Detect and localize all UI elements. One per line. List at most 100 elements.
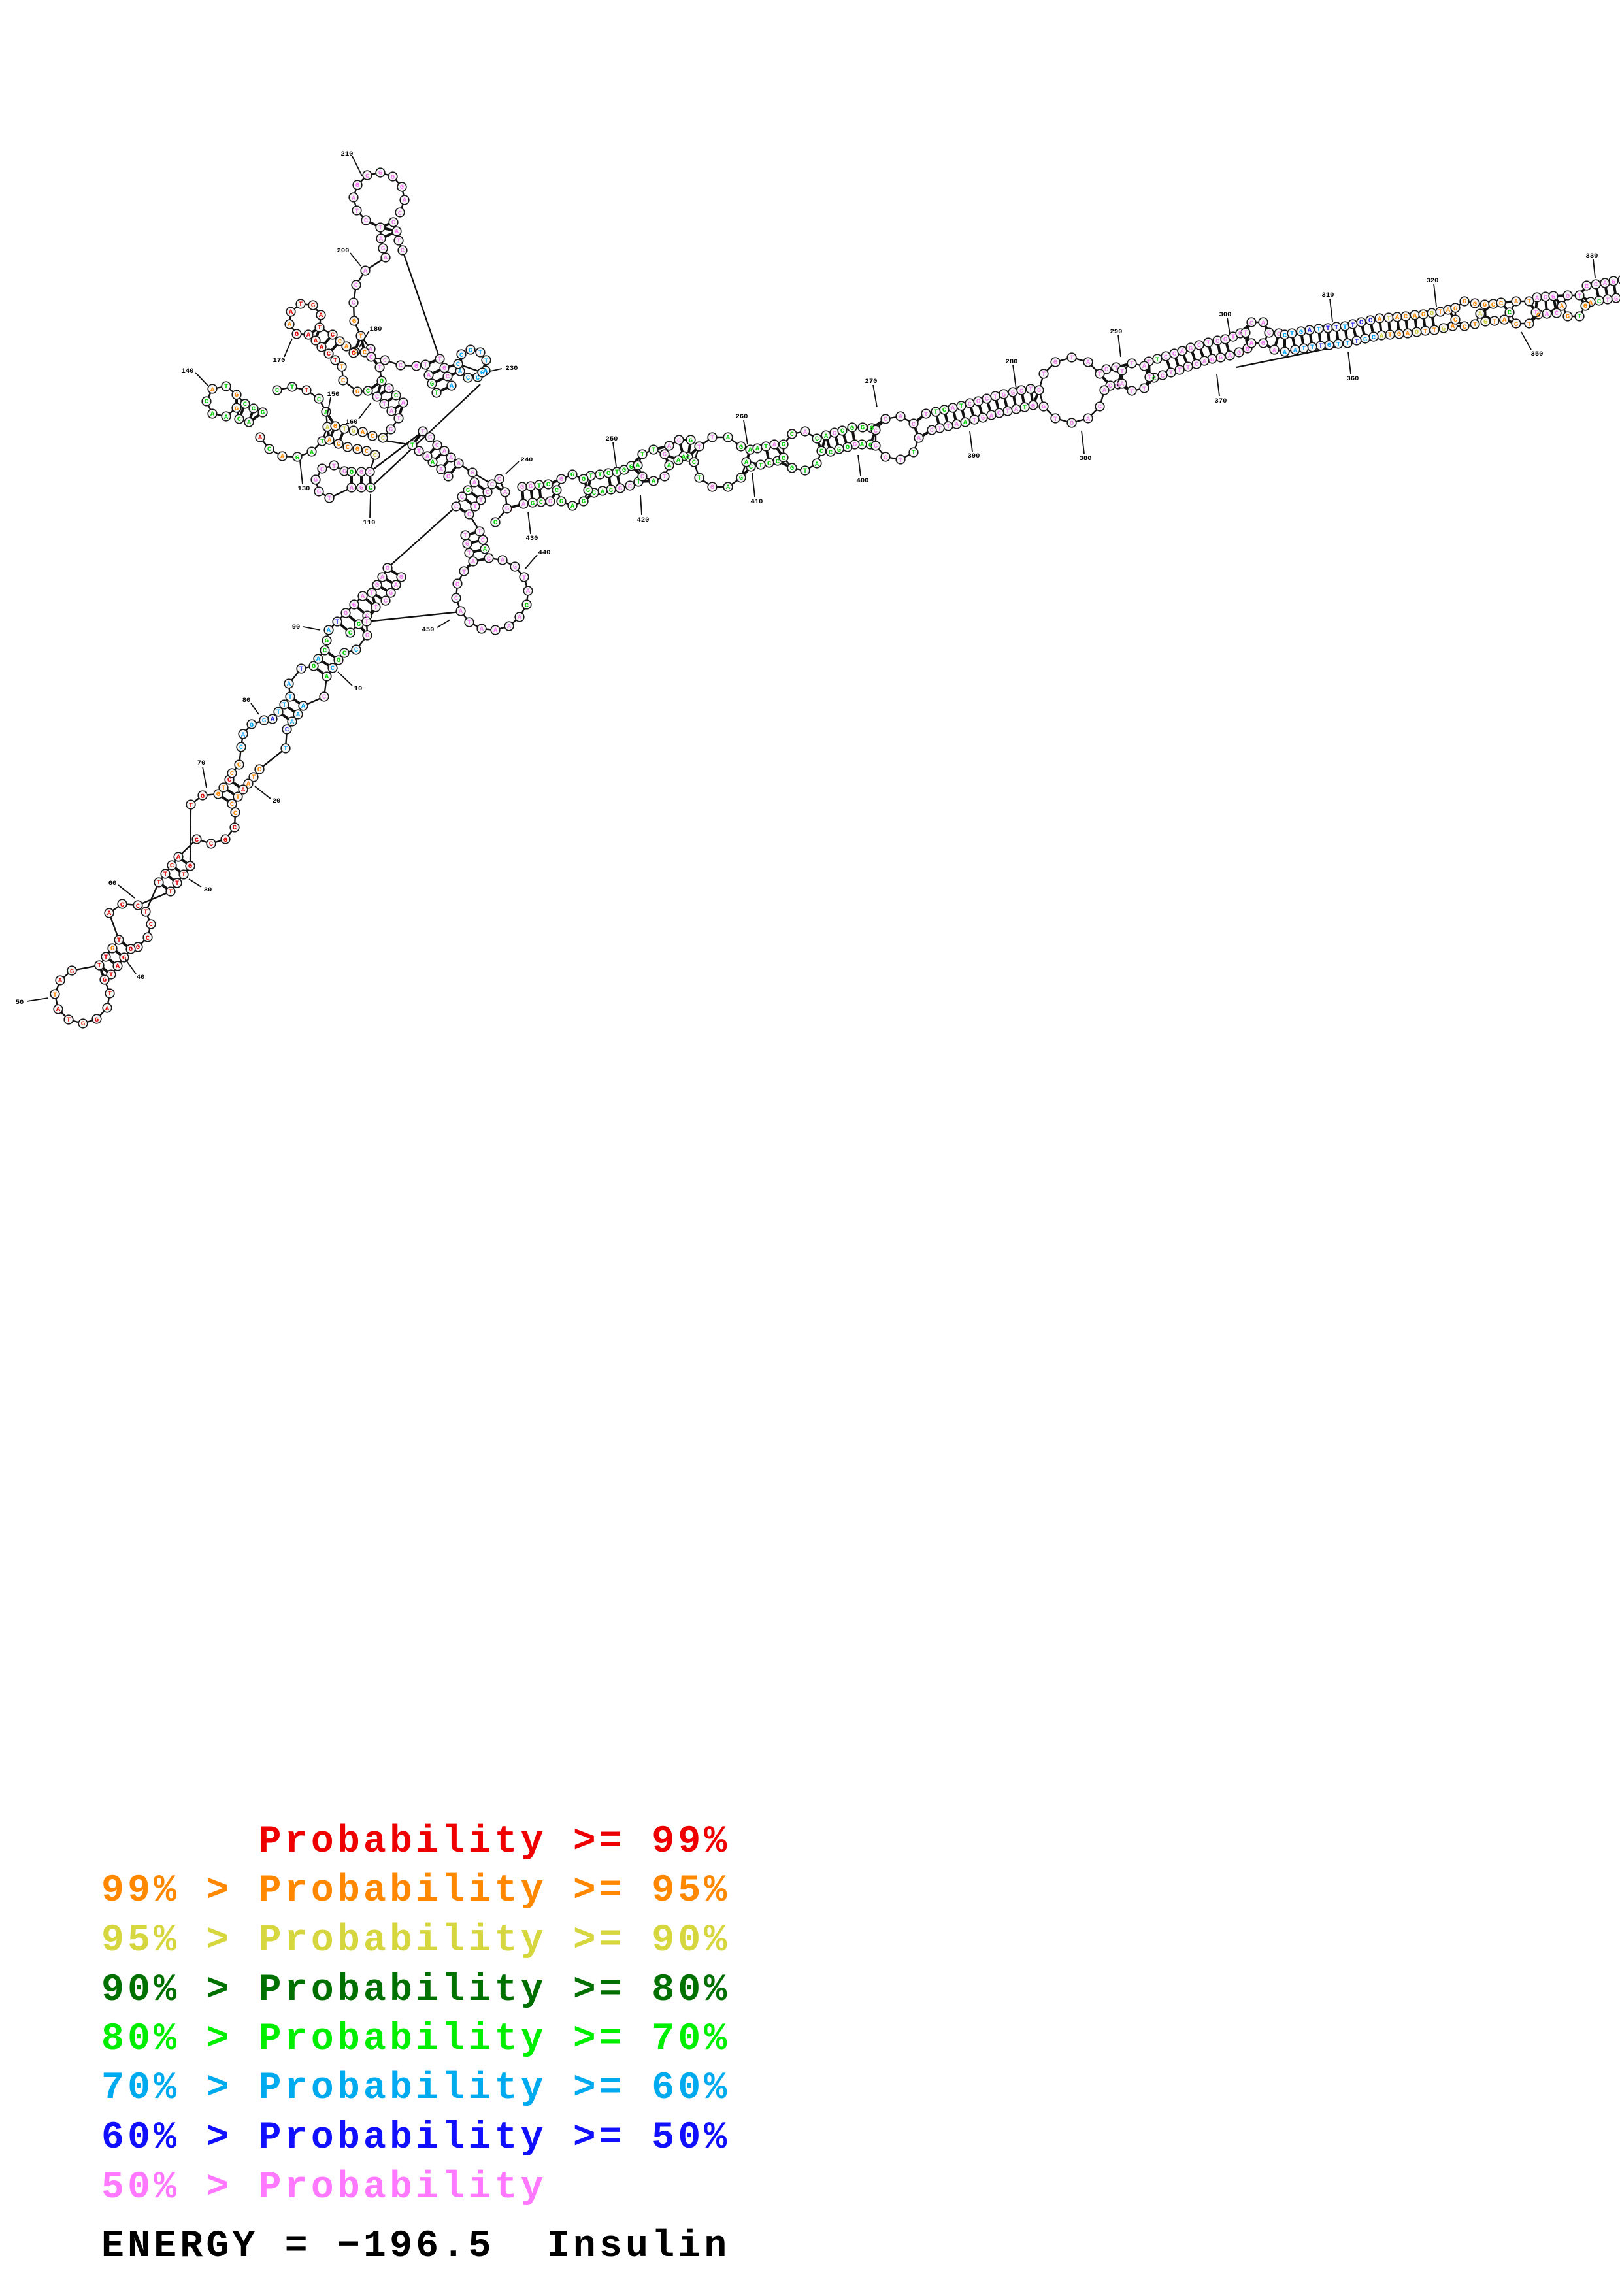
svg-text:T: T xyxy=(163,871,167,878)
svg-text:T: T xyxy=(359,333,363,341)
svg-text:G: G xyxy=(110,945,114,953)
svg-text:G: G xyxy=(1042,403,1046,411)
svg-text:C: C xyxy=(454,503,459,511)
svg-text:50: 50 xyxy=(16,999,24,1007)
svg-text:110: 110 xyxy=(363,519,376,527)
svg-text:280: 280 xyxy=(1006,358,1018,366)
svg-text:T: T xyxy=(397,415,401,423)
svg-text:G: G xyxy=(352,601,356,609)
svg-text:C: C xyxy=(1019,388,1024,395)
svg-text:G: G xyxy=(870,425,874,433)
svg-text:A: A xyxy=(363,267,368,275)
svg-text:C: C xyxy=(487,556,491,563)
svg-text:60% > Probability >= 50%: 60% > Probability >= 50% xyxy=(101,2117,731,2159)
svg-text:T: T xyxy=(1130,360,1134,368)
svg-text:T: T xyxy=(1006,408,1010,416)
svg-text:A: A xyxy=(379,235,384,243)
svg-text:C: C xyxy=(342,650,347,657)
svg-text:G: G xyxy=(188,863,192,871)
svg-text:C: C xyxy=(352,299,356,307)
svg-text:A: A xyxy=(224,414,229,422)
svg-text:T: T xyxy=(378,364,382,372)
svg-text:A: A xyxy=(917,435,921,442)
svg-text:C: C xyxy=(1283,332,1287,340)
svg-text:A: A xyxy=(58,977,63,985)
svg-text:C: C xyxy=(606,470,611,478)
svg-text:G: G xyxy=(480,369,484,377)
svg-text:150: 150 xyxy=(327,391,340,399)
svg-text:T: T xyxy=(1326,325,1330,333)
svg-text:G: G xyxy=(1463,298,1466,306)
svg-text:C: C xyxy=(365,612,370,620)
svg-text:G: G xyxy=(1483,318,1487,326)
svg-text:C: C xyxy=(381,435,386,442)
svg-text:T: T xyxy=(589,473,593,480)
svg-text:T: T xyxy=(157,879,161,887)
svg-text:T: T xyxy=(108,990,112,998)
svg-text:G: G xyxy=(389,590,393,597)
svg-text:C: C xyxy=(942,407,947,414)
svg-text:G: G xyxy=(428,434,432,442)
svg-text:C: C xyxy=(1161,373,1165,380)
svg-text:C: C xyxy=(985,395,989,403)
svg-text:50% > Probability: 50% > Probability xyxy=(101,2167,547,2209)
svg-text:G: G xyxy=(471,469,474,477)
svg-text:G: G xyxy=(1299,329,1303,337)
svg-text:T: T xyxy=(1388,331,1392,339)
svg-text:G: G xyxy=(1031,403,1035,410)
svg-text:C: C xyxy=(348,629,353,637)
svg-text:G: G xyxy=(1246,346,1249,354)
svg-text:A: A xyxy=(1560,303,1564,310)
svg-text:T: T xyxy=(435,390,438,397)
svg-text:270: 270 xyxy=(865,378,878,386)
svg-text:T: T xyxy=(332,463,336,471)
svg-text:T: T xyxy=(522,574,526,582)
svg-text:C: C xyxy=(227,776,232,784)
svg-text:A: A xyxy=(258,434,263,442)
svg-text:T: T xyxy=(370,590,374,597)
svg-text:T: T xyxy=(924,411,928,419)
svg-text:A: A xyxy=(676,457,681,465)
svg-text:C: C xyxy=(884,416,888,424)
svg-text:C: C xyxy=(239,744,244,752)
svg-text:C: C xyxy=(692,459,697,467)
svg-text:C: C xyxy=(331,331,335,339)
svg-text:C: C xyxy=(829,449,833,457)
svg-text:T: T xyxy=(1317,326,1321,334)
svg-text:G: G xyxy=(381,245,385,253)
svg-text:G: G xyxy=(261,409,265,417)
svg-text:C: C xyxy=(170,862,174,870)
svg-text:230: 230 xyxy=(506,365,518,373)
svg-text:T: T xyxy=(1120,368,1124,376)
svg-text:A: A xyxy=(287,680,291,688)
svg-text:C: C xyxy=(120,901,125,909)
svg-text:A: A xyxy=(483,546,488,554)
svg-text:A: A xyxy=(472,479,477,487)
svg-text:C: C xyxy=(209,840,214,848)
svg-text:A: A xyxy=(107,910,112,918)
svg-text:A: A xyxy=(403,197,407,205)
svg-text:C: C xyxy=(466,374,471,382)
svg-text:95% > Probability >= 90%: 95% > Probability >= 90% xyxy=(101,1920,731,1962)
svg-text:C: C xyxy=(476,374,480,382)
svg-text:G: G xyxy=(861,424,865,432)
svg-text:G: G xyxy=(1223,336,1227,344)
svg-text:T: T xyxy=(320,438,324,446)
svg-text:T: T xyxy=(1343,324,1347,331)
svg-text:C: C xyxy=(317,396,322,404)
svg-text:T: T xyxy=(972,417,976,425)
svg-text:G: G xyxy=(223,837,227,844)
svg-text:C: C xyxy=(354,282,359,290)
svg-text:G: G xyxy=(1037,387,1041,395)
svg-text:C: C xyxy=(364,217,369,225)
svg-text:T: T xyxy=(1070,354,1074,362)
svg-text:T: T xyxy=(97,962,101,970)
svg-text:G: G xyxy=(352,427,355,435)
svg-text:A: A xyxy=(442,448,447,456)
svg-text:A: A xyxy=(755,445,760,453)
svg-text:A: A xyxy=(1272,347,1277,355)
svg-text:C: C xyxy=(459,352,464,359)
svg-text:C: C xyxy=(366,388,371,395)
svg-text:A: A xyxy=(521,501,526,508)
svg-text:G: G xyxy=(1219,354,1223,362)
